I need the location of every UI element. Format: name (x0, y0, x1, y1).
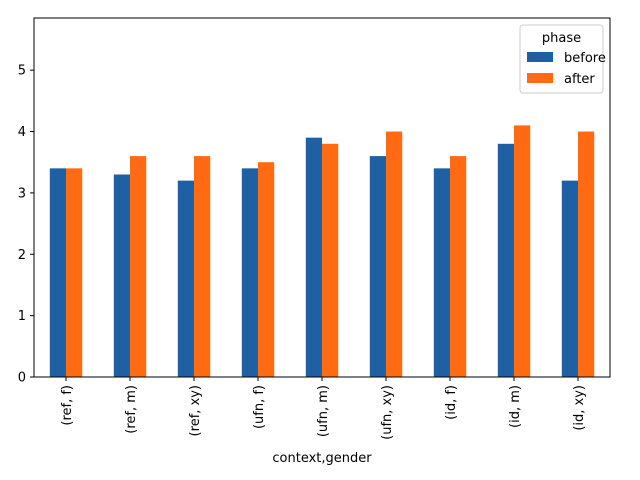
bar-after-3 (194, 156, 211, 377)
x-tick-label: (ref, f) (60, 385, 75, 426)
bar-before-8 (497, 143, 514, 377)
legend-swatch-after (527, 73, 553, 83)
x-tick-label: (ufn, f) (252, 385, 267, 429)
x-tick-label: (id, m) (508, 385, 523, 428)
y-axis-ticks: 0 1 2 3 4 5 (18, 64, 34, 386)
bar-before-7 (433, 168, 450, 377)
bar-before-1 (49, 168, 66, 377)
x-tick-label: (id, f) (444, 385, 459, 420)
legend-title: phase (542, 31, 581, 46)
legend: phase before after (519, 24, 606, 94)
bars-group (49, 125, 595, 377)
legend-label-after: after (564, 72, 595, 87)
bar-after-9 (578, 131, 595, 377)
bar-after-2 (130, 156, 147, 377)
x-axis-label: context,gender (272, 451, 372, 466)
plot-frame (33, 17, 611, 378)
y-tick-label: 3 (18, 186, 26, 201)
bar-after-8 (514, 125, 531, 377)
legend-label-before: before (564, 51, 606, 66)
bar-before-5 (305, 137, 322, 377)
x-tick-label: (ref, xy) (188, 385, 203, 436)
y-tick-label: 4 (18, 125, 26, 140)
x-axis-ticks: (ref, f) (ref, m) (ref, xy) (ufn, f) (ufn, m… (60, 377, 587, 440)
x-tick-label: (id, xy) (572, 385, 587, 431)
bar-before-9 (561, 180, 578, 377)
x-tick-label: (ufn, xy) (380, 385, 395, 440)
bar-after-4 (258, 162, 275, 377)
bar-before-2 (113, 174, 130, 377)
x-tick-label: (ref, m) (124, 385, 139, 434)
legend-items: before after (527, 51, 606, 87)
bar-before-3 (177, 180, 194, 377)
y-tick-label: 1 (18, 309, 26, 324)
bar-before-4 (241, 168, 258, 377)
bar-after-7 (450, 156, 467, 377)
bar-after-1 (66, 168, 83, 377)
y-tick-label: 2 (18, 248, 26, 263)
bar-after-5 (322, 143, 339, 377)
y-tick-label: 5 (18, 64, 26, 79)
bar-before-6 (369, 156, 386, 377)
x-tick-label: (ufn, m) (316, 385, 331, 437)
bar-after-6 (386, 131, 403, 377)
y-tick-label: 0 (18, 371, 26, 386)
legend-swatch-before (527, 52, 553, 62)
